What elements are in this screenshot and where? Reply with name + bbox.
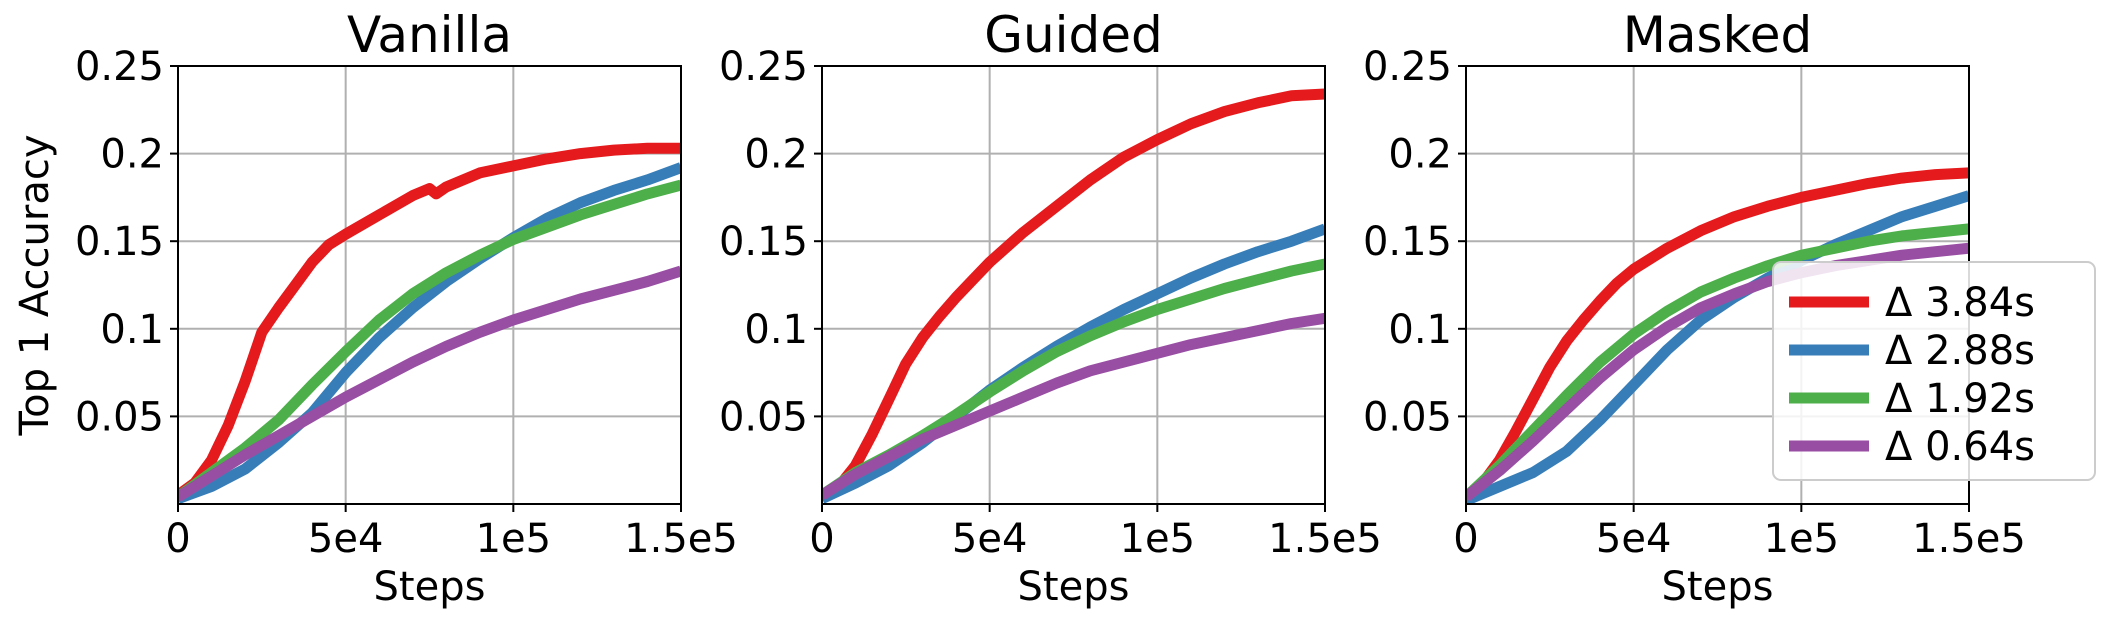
x-tick-label: 0: [809, 516, 834, 562]
series-line-4: [1466, 242, 1969, 502]
y-tick-label: 0.05: [75, 394, 164, 440]
series-line-3: [1466, 223, 1969, 502]
x-axis-label: Steps: [1662, 564, 1774, 610]
chart-title: Guided: [984, 6, 1163, 64]
legend-label: Δ 3.84s: [1885, 280, 2035, 326]
x-tick-label: 0: [1453, 516, 1478, 562]
plot-frame: [821, 65, 1326, 505]
chart-title: Vanilla: [347, 6, 512, 64]
legend-frame: [1772, 261, 2096, 481]
x-tick-label: 1e5: [476, 516, 552, 562]
y-tick-label: 0.25: [719, 44, 808, 90]
panel-vanilla: 0 5e4 1e5 1.5e5 0.05 0.1 0.15 0.2 0.25 Vanilla Ste…: [12, 6, 738, 610]
x-tick-label: 1.5e5: [1912, 516, 2026, 562]
panel-guided: 0 5e4 1e5 1.5e5 0.05 0.1 0.15 0.2 0.25 Guided Step…: [719, 6, 1382, 610]
series-group: [822, 88, 1325, 504]
y-tick-label: 0.15: [1363, 219, 1452, 265]
x-tick-label: 1e5: [1120, 516, 1196, 562]
x-tick-label: 1.5e5: [624, 516, 738, 562]
series-line-2: [1466, 190, 1969, 504]
series-group: [1466, 167, 1969, 504]
y-tick-label: 0.2: [1388, 132, 1452, 178]
chart-title: Masked: [1623, 6, 1813, 64]
series-line-4: [822, 312, 1325, 500]
x-tick-label: 5e4: [952, 516, 1028, 562]
y-tick-label: 0.15: [719, 219, 808, 265]
series-line-1: [178, 142, 681, 500]
x-tick-label: 5e4: [1596, 516, 1672, 562]
series-line-4: [178, 265, 681, 502]
series-line-1: [822, 88, 1325, 502]
legend-label: Δ 0.64s: [1885, 424, 2035, 470]
x-axis-label: Steps: [1018, 564, 1130, 610]
series-line-3: [178, 179, 681, 502]
chart-panels: 0 5e4 1e5 1.5e5 0.05 0.1 0.15 0.2 0.25 Vanilla Ste…: [12, 6, 2026, 610]
x-tick-label: 1e5: [1764, 516, 1840, 562]
y-tick-label: 0.25: [1363, 44, 1452, 90]
y-tick-label: 0.2: [100, 132, 164, 178]
plot-frame: [177, 65, 682, 505]
y-tick-label: 0.25: [75, 44, 164, 90]
y-tick-label: 0.2: [744, 132, 808, 178]
x-tick-label: 0: [165, 516, 190, 562]
x-axis-label: Steps: [374, 564, 486, 610]
series-line-2: [178, 162, 681, 504]
y-tick-label: 0.15: [75, 219, 164, 265]
y-tick-label: 0.05: [1363, 394, 1452, 440]
x-tick-label: 5e4: [308, 516, 384, 562]
y-tick-label: 0.1: [100, 307, 164, 353]
x-tick-label: 1.5e5: [1268, 516, 1382, 562]
series-line-1: [1466, 167, 1969, 502]
legend-label: Δ 2.88s: [1885, 328, 2035, 374]
series-group: [178, 142, 681, 504]
y-tick-label: 0.05: [719, 394, 808, 440]
y-tick-label: 0.1: [1388, 307, 1452, 353]
y-tick-label: 0.1: [744, 307, 808, 353]
y-axis-label: Top 1 Accuracy: [12, 135, 58, 437]
legend-label: Δ 1.92s: [1885, 376, 2035, 422]
